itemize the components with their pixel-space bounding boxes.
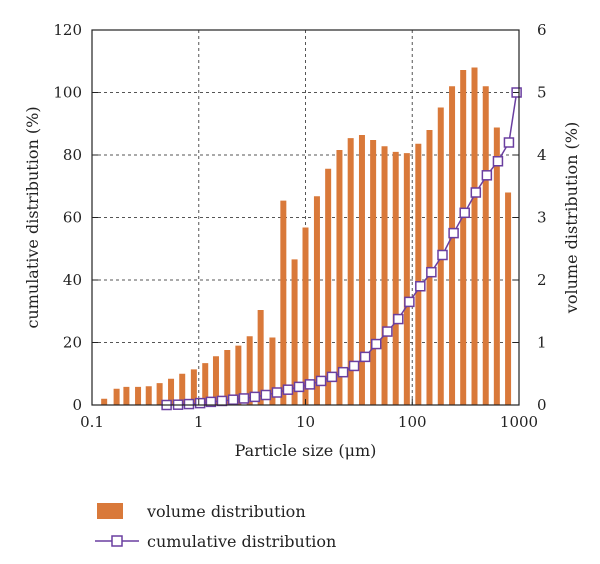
y-right-tick-label: 2 [537,271,547,289]
cumulative-marker [315,375,327,387]
cumulative-marker [415,281,426,292]
volume-bar [212,356,219,405]
y-left-tick-label: 40 [63,271,82,289]
volume-bar [358,135,365,405]
cumulative-marker [481,170,493,181]
volume-bar [291,259,298,405]
legend-line-swatch [95,533,139,549]
y-right-tick-label: 0 [537,396,547,414]
cumulative-marker [282,384,294,395]
volume-bar [415,143,422,405]
cumulative-marker [503,137,515,148]
x-tick-label: 0.1 [80,413,104,431]
volume-bar [449,86,456,405]
volume-bar [403,153,410,405]
volume-bar [336,150,343,405]
x-ticks: 0.1 1 10 100 1000 [80,399,538,431]
volume-bar [482,86,489,405]
cumulative-marker [470,187,482,198]
cumulative-marker [227,394,239,405]
legend-label-volume: volume distribution [147,501,306,521]
volume-bar [145,386,152,405]
x-axis-label: Particle size (μm) [235,441,377,460]
chart: 0.1 1 10 100 1000 0 20 40 60 80 100 120 0 1 2 3 4 5 6 Pa… [23,21,581,460]
cumulative-marker [260,389,272,401]
volume-bar [280,200,287,405]
cumulative-marker [404,296,415,308]
cumulative-marker [326,371,338,383]
cumulative-marker [426,266,437,278]
volume-bar [190,369,197,405]
volume-bar [302,227,309,405]
grid [92,30,519,405]
volume-bar [381,146,388,405]
cumulative-marker [216,395,228,407]
cumulative-marker [448,227,459,239]
volume-bar [325,168,332,405]
x-tick-label: 10 [296,413,315,431]
cumulative-marker [437,249,448,261]
cumulative-marker [183,398,195,410]
volume-bar [235,345,242,405]
cumulative-marker [194,397,206,409]
y-left-ticks: 0 20 40 60 80 100 120 [53,21,98,414]
volume-bar [168,378,175,405]
cumulative-marker [304,379,316,390]
y-right-tick-label: 4 [537,146,547,164]
cumulative-marker [205,396,217,408]
legend-item-volume: volume distribution [95,496,336,526]
y-right-axis-label: volume distribution (%) [562,122,581,314]
volume-bar [123,386,130,405]
volume-bar [179,373,186,405]
volume-bar [156,383,163,405]
volume-bar [202,363,209,405]
volume-bar [313,196,320,405]
volume-bar [493,127,500,405]
cumulative-marker [249,391,261,403]
volume-bar [257,310,264,405]
y-left-tick-label: 80 [63,146,82,164]
cumulative-marker [492,156,504,167]
volume-bar [113,388,120,405]
y-right-tick-label: 1 [537,334,547,352]
legend-item-cumulative: cumulative distribution [95,526,336,556]
legend: volume distribution cumulative distribut… [95,496,336,556]
cumulative-marker [370,338,382,350]
y-left-tick-label: 120 [53,21,82,39]
volume-bar [392,151,399,405]
cumulative-marker [382,326,393,337]
cumulative-marker [459,207,470,219]
cumulative-marker [393,313,404,325]
x-tick-label: 1 [194,413,204,431]
x-tick-label: 1000 [500,413,538,431]
volume-bar [505,192,512,405]
cumulative-marker [238,393,250,404]
volume-bar [269,337,276,405]
y-left-tick-label: 100 [53,84,82,102]
volume-bar [460,70,467,405]
volume-bar [246,336,253,405]
y-right-tick-label: 3 [537,209,547,227]
x-tick-label: 100 [398,413,427,431]
volume-bar [101,398,108,405]
y-left-axis-label: cumulative distribution (%) [23,106,42,328]
y-right-ticks: 0 1 2 3 4 5 6 [513,21,547,414]
legend-label-cumulative: cumulative distribution [147,531,337,551]
volume-bar [370,140,377,405]
cumulative-marker [337,366,349,378]
cumulative-marker [359,351,371,363]
y-left-tick-label: 60 [63,209,82,227]
y-right-tick-label: 5 [537,84,547,102]
volume-bar [471,67,478,405]
cumulative-marker [348,360,360,372]
y-left-tick-label: 20 [63,334,82,352]
y-left-tick-label: 0 [72,396,82,414]
y-right-tick-label: 6 [537,21,547,39]
volume-bar [135,386,142,405]
legend-bar-swatch [97,503,123,519]
volume-bar [224,350,231,405]
volume-bar [347,138,354,405]
cumulative-marker [271,387,283,398]
cumulative-marker [293,381,305,393]
